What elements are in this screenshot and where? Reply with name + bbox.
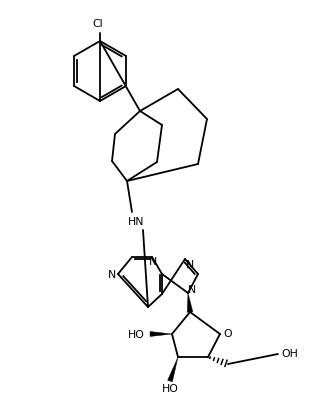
Polygon shape bbox=[150, 332, 172, 337]
Text: HN: HN bbox=[128, 216, 144, 227]
Text: Cl: Cl bbox=[93, 19, 103, 29]
Text: N: N bbox=[149, 256, 157, 266]
Text: O: O bbox=[224, 328, 232, 338]
Polygon shape bbox=[168, 357, 178, 382]
Text: N: N bbox=[186, 259, 194, 270]
Text: N: N bbox=[108, 270, 116, 279]
Text: HO: HO bbox=[128, 329, 144, 339]
Text: HO: HO bbox=[162, 383, 178, 393]
Text: OH: OH bbox=[281, 348, 298, 358]
Text: N: N bbox=[188, 284, 196, 294]
Polygon shape bbox=[187, 293, 193, 312]
